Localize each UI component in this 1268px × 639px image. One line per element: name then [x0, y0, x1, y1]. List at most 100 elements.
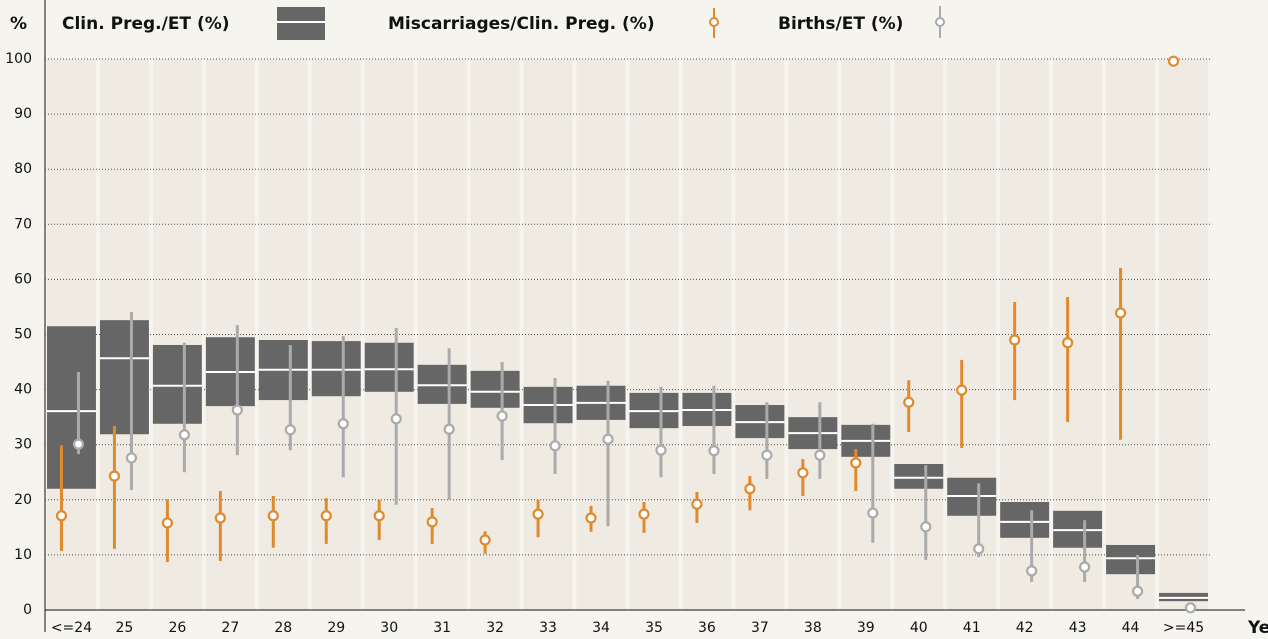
column-bg: [788, 59, 838, 610]
point: [125, 452, 138, 464]
point: [867, 507, 879, 519]
point: [655, 444, 667, 456]
x-tick-label: 27: [221, 620, 239, 636]
x-axis-label: Years: [1247, 618, 1268, 638]
y-tick-label: 70: [14, 216, 32, 232]
x-tick-label: 37: [751, 620, 769, 636]
point: [956, 384, 968, 396]
point: [1009, 334, 1021, 346]
x-tick-label: 36: [698, 620, 716, 636]
y-tick-label: 50: [14, 327, 32, 343]
point: [55, 510, 68, 522]
column-bg: [258, 59, 308, 610]
point: [638, 508, 650, 520]
y-tick-label: 10: [14, 547, 32, 563]
point: [850, 457, 862, 469]
x-tick-label: 44: [1122, 620, 1140, 636]
legend-label: Births/ET (%): [778, 14, 903, 34]
column-bg: [947, 59, 997, 610]
point: [1062, 337, 1074, 349]
box: [1000, 502, 1050, 538]
box: [1106, 544, 1156, 575]
x-tick-label: 31: [433, 620, 451, 636]
x-tick-label: 29: [327, 620, 345, 636]
x-tick-label: 30: [380, 620, 398, 636]
x-tick-label: >=45: [1163, 620, 1204, 636]
point: [744, 483, 756, 495]
point: [1026, 565, 1038, 577]
x-tick-label: 34: [592, 620, 610, 636]
point: [426, 516, 438, 528]
box: [470, 370, 520, 408]
point: [214, 512, 226, 524]
x-tick-label: 42: [1016, 620, 1034, 636]
point: [161, 517, 173, 529]
y-tick-label: 0: [23, 602, 32, 618]
point: [178, 429, 190, 441]
point: [1184, 602, 1197, 614]
point: [532, 508, 544, 520]
point: [708, 445, 720, 457]
x-tick-label: <=24: [51, 620, 92, 636]
y-tick-label: 20: [14, 492, 32, 508]
x-tick-label: 40: [910, 620, 928, 636]
point: [1167, 55, 1180, 67]
point: [814, 449, 826, 461]
box: [311, 341, 361, 397]
y-tick-label: 80: [14, 161, 32, 177]
y-tick-label: 30: [14, 437, 32, 453]
x-tick-label: 43: [1069, 620, 1087, 636]
x-tick-label: 25: [116, 620, 134, 636]
legend-icon: [277, 7, 325, 40]
point: [337, 418, 349, 430]
point: [72, 438, 85, 450]
x-tick-label: 39: [857, 620, 875, 636]
point: [549, 440, 561, 452]
column-bg: [417, 59, 467, 610]
legend-label: Miscarriages/Clin. Preg. (%): [388, 14, 655, 34]
column-bg: [523, 59, 573, 610]
box: [894, 463, 944, 489]
x-tick-label: 33: [539, 620, 557, 636]
x-tick-label: 41: [963, 620, 981, 636]
point: [479, 534, 491, 546]
column-bg: [682, 59, 732, 610]
point: [267, 510, 279, 522]
box: [152, 344, 202, 424]
point: [602, 433, 614, 445]
point: [108, 470, 121, 482]
point: [320, 510, 332, 522]
y-tick-label: 40: [14, 382, 32, 398]
legend-label: Clin. Preg./ET (%): [62, 14, 230, 34]
point: [973, 543, 985, 555]
legend-icon: [709, 17, 719, 27]
legend-icon: [935, 17, 945, 27]
y-axis-label: %: [10, 14, 27, 34]
point: [496, 410, 508, 422]
point: [443, 423, 455, 435]
point: [797, 467, 809, 479]
x-tick-label: 32: [486, 620, 504, 636]
box: [364, 342, 414, 392]
box: [47, 326, 96, 489]
y-tick-label: 90: [14, 106, 32, 122]
column-bg: [629, 59, 679, 610]
point: [691, 498, 703, 510]
y-tick-label: 60: [14, 271, 32, 287]
point: [920, 521, 932, 533]
point: [231, 404, 243, 416]
x-tick-label: 38: [804, 620, 822, 636]
point: [373, 510, 385, 522]
point: [761, 449, 773, 461]
box: [99, 320, 149, 435]
column-bg: [576, 59, 626, 610]
point: [1131, 585, 1144, 597]
backgrounds: [47, 59, 1208, 610]
point: [390, 413, 402, 425]
point: [284, 424, 296, 436]
y-tick-label: 100: [5, 51, 32, 67]
point: [1114, 307, 1127, 319]
x-tick-label: 28: [274, 620, 292, 636]
point: [1079, 561, 1091, 573]
